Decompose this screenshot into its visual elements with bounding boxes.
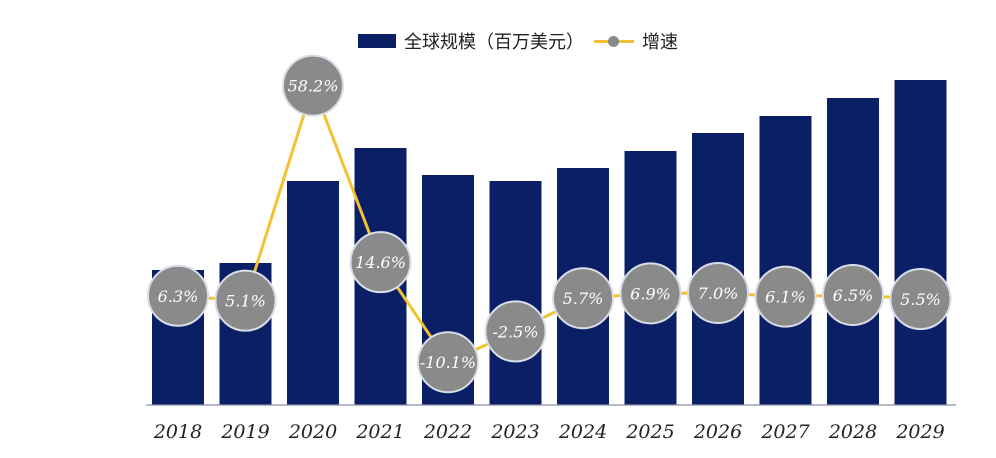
- x-tick-label: 2020: [288, 421, 337, 443]
- x-tick-label: 2021: [355, 421, 404, 443]
- growth-marker: 7.0%: [687, 261, 749, 324]
- growth-data-label: 6.1%: [765, 288, 806, 307]
- growth-marker: 6.1%: [754, 265, 817, 328]
- growth-data-label: -10.1%: [420, 353, 476, 372]
- x-tick-label: 2029: [895, 421, 944, 443]
- growth-marker: 6.3%: [147, 264, 209, 327]
- growth-data-label: 6.3%: [158, 287, 199, 306]
- x-tick-label: 2018: [153, 421, 202, 443]
- growth-data-label: 14.6%: [355, 253, 406, 272]
- growth-marker: 6.5%: [822, 263, 884, 326]
- growth-data-label: 58.2%: [288, 77, 339, 96]
- bar-2028: [827, 98, 879, 405]
- bar-2023: [489, 181, 542, 405]
- x-tick-label: 2027: [760, 421, 810, 443]
- x-tick-label: 2019: [220, 421, 269, 443]
- legend-line-label: 增速: [642, 32, 678, 53]
- growth-marker: -2.5%: [484, 300, 547, 363]
- growth-data-label: 5.7%: [563, 289, 604, 308]
- bar-2029: [894, 80, 947, 405]
- x-tick-label: 2026: [693, 421, 742, 443]
- growth-marker: 58.2%: [282, 54, 344, 117]
- growth-marker: 6.9%: [619, 262, 682, 325]
- growth-marker: 5.7%: [552, 267, 614, 330]
- x-tick-label: 2023: [490, 421, 539, 443]
- growth-data-label: -2.5%: [492, 322, 538, 341]
- x-tick-label: 2022: [423, 421, 472, 443]
- growth-marker: 14.6%: [349, 231, 412, 294]
- growth-data-label: 6.5%: [833, 286, 874, 305]
- legend-line-swatch: [594, 34, 634, 48]
- growth-data-label: 6.9%: [630, 284, 671, 303]
- growth-data-label: 7.0%: [698, 284, 739, 303]
- bar-2020: [287, 181, 339, 405]
- growth-marker: 5.1%: [214, 269, 277, 332]
- legend-bar-swatch: [358, 34, 396, 48]
- growth-data-label: 5.1%: [225, 292, 266, 311]
- growth-marker: -10.1%: [417, 331, 479, 394]
- x-tick-label: 2025: [625, 421, 674, 443]
- growth-marker: 5.5%: [889, 268, 952, 331]
- x-tick-label: 2024: [558, 421, 607, 443]
- legend-bar-label: 全球规模（百万美元）: [404, 32, 584, 53]
- legend: 全球规模（百万美元） 增速: [358, 28, 678, 54]
- bar-2027: [759, 116, 812, 405]
- growth-data-label: 5.5%: [900, 290, 941, 309]
- x-tick-label: 2028: [828, 421, 877, 443]
